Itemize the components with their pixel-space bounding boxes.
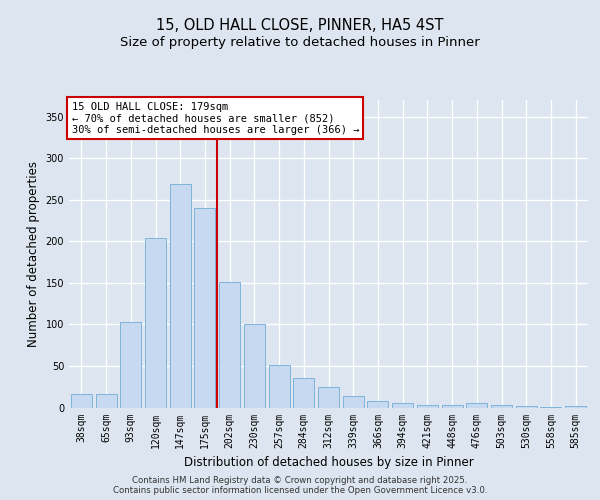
Bar <box>417 405 438 407</box>
Y-axis label: Number of detached properties: Number of detached properties <box>27 161 40 347</box>
Bar <box>466 404 487 407</box>
Text: Contains HM Land Registry data © Crown copyright and database right 2025.
Contai: Contains HM Land Registry data © Crown c… <box>113 476 487 495</box>
Bar <box>95 394 116 407</box>
Bar <box>219 282 240 408</box>
X-axis label: Distribution of detached houses by size in Pinner: Distribution of detached houses by size … <box>184 456 473 469</box>
Bar <box>120 322 141 408</box>
Text: 15, OLD HALL CLOSE, PINNER, HA5 4ST: 15, OLD HALL CLOSE, PINNER, HA5 4ST <box>156 18 444 32</box>
Bar <box>194 208 215 408</box>
Bar <box>392 402 413 407</box>
Bar <box>293 378 314 408</box>
Bar <box>491 405 512 407</box>
Bar <box>367 401 388 407</box>
Bar <box>244 324 265 407</box>
Bar <box>145 238 166 408</box>
Bar <box>343 396 364 407</box>
Bar <box>318 386 339 407</box>
Bar <box>541 406 562 408</box>
Bar <box>269 365 290 408</box>
Bar <box>516 406 537 407</box>
Text: Size of property relative to detached houses in Pinner: Size of property relative to detached ho… <box>120 36 480 49</box>
Bar <box>71 394 92 407</box>
Bar <box>442 405 463 407</box>
Bar <box>565 406 586 407</box>
Text: 15 OLD HALL CLOSE: 179sqm
← 70% of detached houses are smaller (852)
30% of semi: 15 OLD HALL CLOSE: 179sqm ← 70% of detac… <box>71 102 359 134</box>
Bar <box>170 184 191 408</box>
